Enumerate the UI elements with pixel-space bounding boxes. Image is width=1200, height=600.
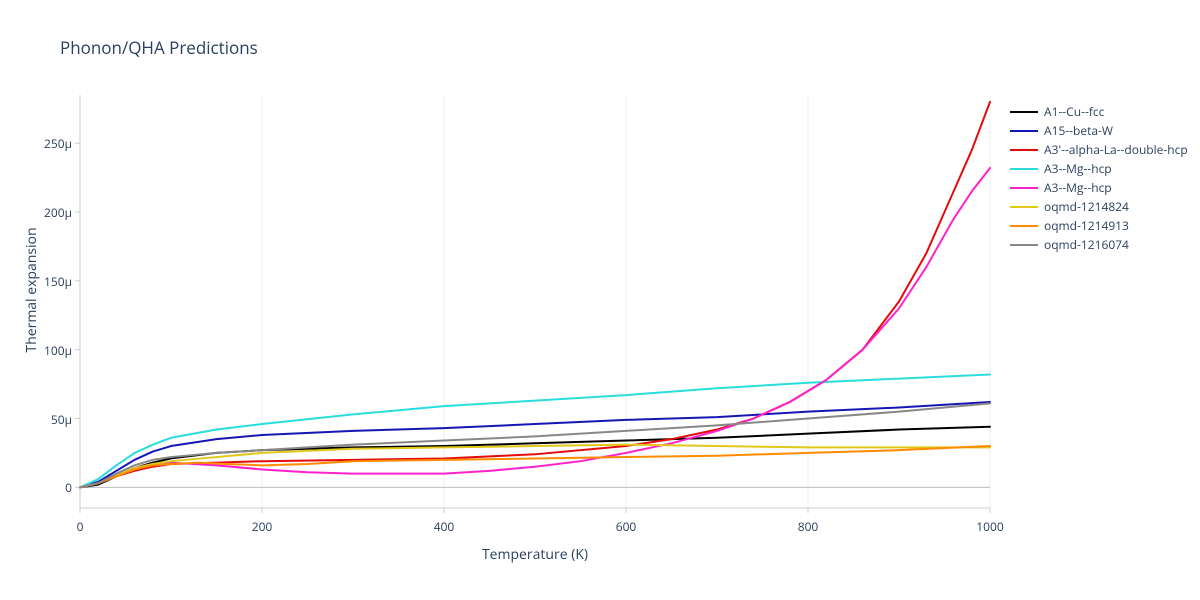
- legend-item[interactable]: oqmd-1214913: [1010, 216, 1188, 235]
- chart-plot[interactable]: [80, 95, 992, 510]
- legend-item[interactable]: oqmd-1214824: [1010, 197, 1188, 216]
- legend-item[interactable]: A3'--alpha-La--double-hcp: [1010, 140, 1188, 159]
- legend-label: A3'--alpha-La--double-hcp: [1044, 141, 1188, 158]
- legend-label: oqmd-1214824: [1044, 198, 1129, 215]
- legend-label: A15--beta-W: [1044, 122, 1113, 139]
- legend-swatch: [1010, 130, 1038, 132]
- legend-swatch: [1010, 187, 1038, 189]
- legend-swatch: [1010, 168, 1038, 170]
- y-tick-label: 200μ: [44, 204, 72, 221]
- y-tick-label: 250μ: [44, 135, 72, 152]
- legend-swatch: [1010, 244, 1038, 246]
- y-tick-label: 50μ: [51, 411, 72, 428]
- legend: A1--Cu--fcc A15--beta-W A3'--alpha-La--dou…: [1010, 102, 1188, 254]
- legend-label: oqmd-1216074: [1044, 236, 1129, 253]
- legend-item[interactable]: A15--beta-W: [1010, 121, 1188, 140]
- legend-swatch: [1010, 149, 1038, 151]
- legend-swatch: [1010, 111, 1038, 113]
- legend-swatch: [1010, 206, 1038, 208]
- legend-label: A3--Mg--hcp: [1044, 179, 1112, 196]
- x-tick-label: 200: [247, 518, 277, 535]
- x-axis-label: Temperature (K): [80, 545, 990, 564]
- legend-item[interactable]: A3--Mg--hcp: [1010, 178, 1188, 197]
- legend-item[interactable]: oqmd-1216074: [1010, 235, 1188, 254]
- y-tick-label: 0: [65, 479, 72, 496]
- x-tick-label: 1000: [975, 518, 1005, 535]
- chart-title: Phonon/QHA Predictions: [60, 36, 258, 59]
- chart-container: Phonon/QHA Predictions Temperature (K) T…: [0, 0, 1200, 600]
- y-tick-label: 150μ: [44, 273, 72, 290]
- x-tick-label: 400: [429, 518, 459, 535]
- legend-item[interactable]: A1--Cu--fcc: [1010, 102, 1188, 121]
- x-tick-label: 0: [65, 518, 95, 535]
- legend-label: oqmd-1214913: [1044, 217, 1129, 234]
- legend-label: A1--Cu--fcc: [1044, 103, 1104, 120]
- legend-label: A3--Mg--hcp: [1044, 160, 1112, 177]
- x-tick-label: 600: [611, 518, 641, 535]
- legend-swatch: [1010, 225, 1038, 227]
- x-tick-label: 800: [793, 518, 823, 535]
- y-axis-label: Thermal expansion: [22, 190, 41, 390]
- y-tick-label: 100μ: [44, 342, 72, 359]
- legend-item[interactable]: A3--Mg--hcp: [1010, 159, 1188, 178]
